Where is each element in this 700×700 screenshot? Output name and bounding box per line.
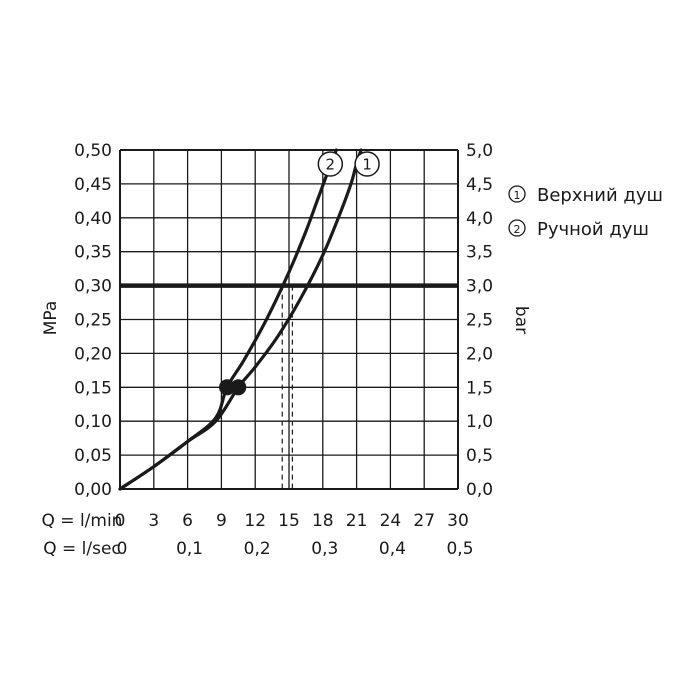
- secondary-x-tick-label: 0,2: [244, 539, 271, 559]
- operating-point-series-1: [230, 379, 247, 396]
- right-tick-label: 2,5: [466, 311, 493, 331]
- secondary-x-tick-label: 0,5: [446, 539, 473, 559]
- right-tick-label: 0,0: [466, 480, 493, 500]
- x-tick-label: 15: [278, 511, 300, 531]
- legend-marker: [508, 185, 526, 203]
- right-tick-label: 2,0: [466, 344, 493, 364]
- x-axis-label: Q = l/min: [42, 511, 123, 531]
- series-group: 12: [118, 148, 380, 491]
- x-tick-label: 12: [244, 511, 266, 531]
- legend-marker-label: 2: [514, 223, 521, 236]
- legend-marker-label: 1: [514, 189, 521, 202]
- secondary-x-tick-label: 0,3: [311, 539, 338, 559]
- left-tick-label: 0,00: [74, 480, 112, 500]
- legend-item-label: Верхний душ: [537, 185, 663, 206]
- secondary-x-axis-ticks: 0 0,1 0,2 0,3 0,4 0,5: [117, 539, 474, 559]
- left-axis-label: MPa: [41, 301, 61, 336]
- right-tick-label: 0,5: [466, 446, 493, 466]
- secondary-x-tick-label: 0,4: [379, 539, 406, 559]
- legend-marker: [508, 219, 526, 237]
- legend: 1 Верхний душ 2 Ручной душ: [508, 185, 663, 240]
- series-badge-1: [354, 151, 380, 177]
- left-tick-label: 0,15: [74, 378, 112, 398]
- x-axis-ticks: 0 3 6 9 12 15 18 21 24 27 30: [115, 511, 469, 531]
- right-axis-label: bar: [511, 306, 531, 334]
- right-tick-label: 5,0: [466, 141, 493, 161]
- left-tick-label: 0,20: [74, 344, 112, 364]
- legend-item-label: Ручной душ: [537, 219, 649, 240]
- left-tick-label: 0,40: [74, 209, 112, 229]
- right-axis-ticks: 0,0 0,5 1,0 1,5 2,0 2,5 3,0 3,5 4,0 4,5 5,0: [466, 141, 493, 500]
- operating-point-series-2: [219, 379, 236, 396]
- left-tick-label: 0,25: [74, 311, 112, 331]
- secondary-x-tick-label: 0,1: [176, 539, 203, 559]
- series-badge-label: 1: [362, 156, 372, 174]
- x-tick-label: 9: [216, 511, 227, 531]
- series-line-2: [118, 148, 338, 491]
- x-tick-label: 6: [182, 511, 193, 531]
- right-tick-label: 1,0: [466, 412, 493, 432]
- left-tick-label: 0,35: [74, 243, 112, 263]
- x-tick-label: 24: [380, 511, 402, 531]
- x-tick-label: 30: [447, 511, 469, 531]
- secondary-x-axis-label: Q = l/sec: [43, 539, 121, 559]
- left-tick-label: 0,05: [74, 446, 112, 466]
- left-tick-label: 0,50: [74, 141, 112, 161]
- x-tick-label: 18: [312, 511, 334, 531]
- left-tick-label: 0,30: [74, 277, 112, 297]
- right-tick-label: 4,0: [466, 209, 493, 229]
- right-tick-label: 3,0: [466, 277, 493, 297]
- x-tick-label: 21: [346, 511, 368, 531]
- secondary-x-tick-label: 0: [117, 539, 128, 559]
- x-tick-label: 0: [115, 511, 126, 531]
- right-tick-label: 4,5: [466, 175, 493, 195]
- right-tick-label: 1,5: [466, 378, 493, 398]
- left-axis-ticks: 0,00 0,05 0,10 0,15 0,20 0,25 0,30 0,35 0,40 0,45…: [74, 141, 112, 500]
- series-badge-label: 2: [326, 156, 336, 174]
- x-tick-label: 3: [148, 511, 159, 531]
- x-tick-label: 27: [413, 511, 435, 531]
- left-tick-label: 0,45: [74, 175, 112, 195]
- series-badge-2: [317, 151, 344, 177]
- right-tick-label: 3,5: [466, 243, 493, 263]
- left-tick-label: 0,10: [74, 412, 112, 432]
